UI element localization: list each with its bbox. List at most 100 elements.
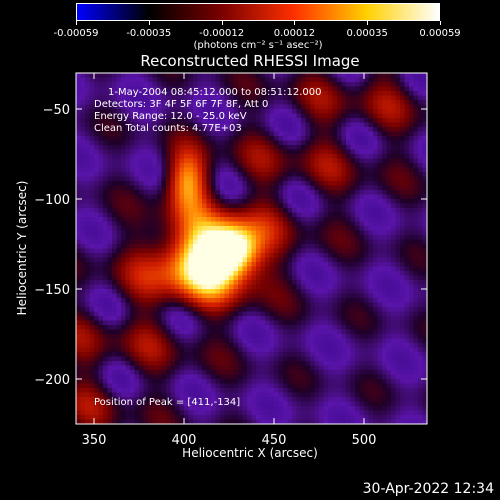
heatmap-cell [202, 320, 208, 326]
heatmap-cell [382, 266, 388, 272]
heatmap-cell [251, 208, 257, 214]
heatmap-cell [89, 145, 95, 151]
heatmap-cell [112, 320, 118, 326]
heatmap-cell [323, 325, 329, 331]
heatmap-cell [413, 352, 419, 358]
heatmap-cell [404, 338, 410, 344]
heatmap-cell [202, 176, 208, 182]
heatmap-cell [364, 82, 370, 88]
heatmap-cell [391, 118, 397, 124]
heatmap-cell [409, 293, 415, 299]
heatmap-cell [404, 221, 410, 227]
heatmap-cell [395, 185, 401, 191]
heatmap-cell [287, 311, 293, 317]
heatmap-cell [251, 199, 257, 205]
heatmap-cell [166, 302, 172, 308]
heatmap-cell [323, 275, 329, 281]
heatmap-cell [170, 275, 176, 281]
heatmap-cell [184, 208, 190, 214]
heatmap-cell [94, 77, 100, 83]
heatmap-cell [188, 275, 194, 281]
heatmap-cell [143, 257, 149, 263]
heatmap-cell [364, 262, 370, 268]
heatmap-cell [197, 307, 203, 313]
heatmap-cell [157, 316, 163, 322]
colorbar-tick-mark [221, 21, 223, 25]
heatmap-cell [355, 280, 361, 286]
heatmap-cell [346, 230, 352, 236]
heatmap-cell [391, 311, 397, 317]
heatmap-cell [134, 221, 140, 227]
heatmap-cell [170, 203, 176, 209]
heatmap-cell [161, 325, 167, 331]
heatmap-cell [305, 253, 311, 259]
heatmap-cell [386, 248, 392, 254]
heatmap-cell [161, 217, 167, 223]
heatmap-cell [409, 248, 415, 254]
heatmap-cell [89, 307, 95, 313]
heatmap-cell [256, 262, 262, 268]
heatmap-cell [278, 95, 284, 101]
heatmap-cell [346, 352, 352, 358]
heatmap-cell [89, 257, 95, 263]
heatmap-cell [319, 149, 325, 155]
heatmap-cell [328, 91, 334, 97]
heatmap-cell [125, 77, 131, 83]
heatmap-cell [112, 190, 118, 196]
heatmap-cell [202, 212, 208, 218]
heatmap-cell [404, 212, 410, 218]
heatmap-cell [139, 298, 145, 304]
heatmap-cell [215, 167, 221, 173]
heatmap-cell [170, 208, 176, 214]
heatmap-cell [301, 172, 307, 178]
heatmap-cell [134, 329, 140, 335]
heatmap-cell [220, 347, 226, 353]
heatmap-cell [170, 86, 176, 92]
heatmap-cell [350, 73, 356, 79]
heatmap-cell [373, 203, 379, 209]
heatmap-cell [382, 145, 388, 151]
heatmap-cell [184, 271, 190, 277]
heatmap-cell [166, 221, 172, 227]
heatmap-cell [341, 91, 347, 97]
heatmap-cell [287, 113, 293, 119]
heatmap-cell [157, 145, 163, 151]
heatmap-cell [319, 289, 325, 295]
heatmap-cell [323, 172, 329, 178]
heatmap-cell [359, 329, 365, 335]
heatmap-cell [382, 127, 388, 133]
heatmap-cell [161, 145, 167, 151]
heatmap-cell [391, 158, 397, 164]
heatmap-cell [350, 262, 356, 268]
heatmap-cell [310, 158, 316, 164]
heatmap-cell [323, 194, 329, 200]
heatmap-cell [368, 158, 374, 164]
heatmap-cell [103, 118, 109, 124]
heatmap-cell [179, 257, 185, 263]
heatmap-cell [94, 154, 100, 160]
heatmap-cell [166, 293, 172, 299]
heatmap-cell [301, 167, 307, 173]
heatmap-cell [206, 208, 212, 214]
heatmap-cell [256, 212, 262, 218]
heatmap-cell [85, 307, 91, 313]
heatmap-cell [188, 356, 194, 362]
heatmap-cell [188, 280, 194, 286]
heatmap-cell [112, 275, 118, 281]
heatmap-cell [98, 307, 104, 313]
heatmap-cell [260, 185, 266, 191]
heatmap-cell [112, 316, 118, 322]
heatmap-cell [76, 248, 82, 254]
heatmap-cell [157, 172, 163, 178]
heatmap-cell [413, 212, 419, 218]
heatmap-cell [283, 181, 289, 187]
heatmap-cell [139, 100, 145, 106]
heatmap-cell [287, 343, 293, 349]
heatmap-cell [319, 208, 325, 214]
heatmap-cell [260, 284, 266, 290]
heatmap-cell [161, 284, 167, 290]
heatmap-cell [238, 95, 244, 101]
heatmap-cell [242, 122, 248, 128]
heatmap-cell [319, 293, 325, 299]
heatmap-cell [391, 343, 397, 349]
